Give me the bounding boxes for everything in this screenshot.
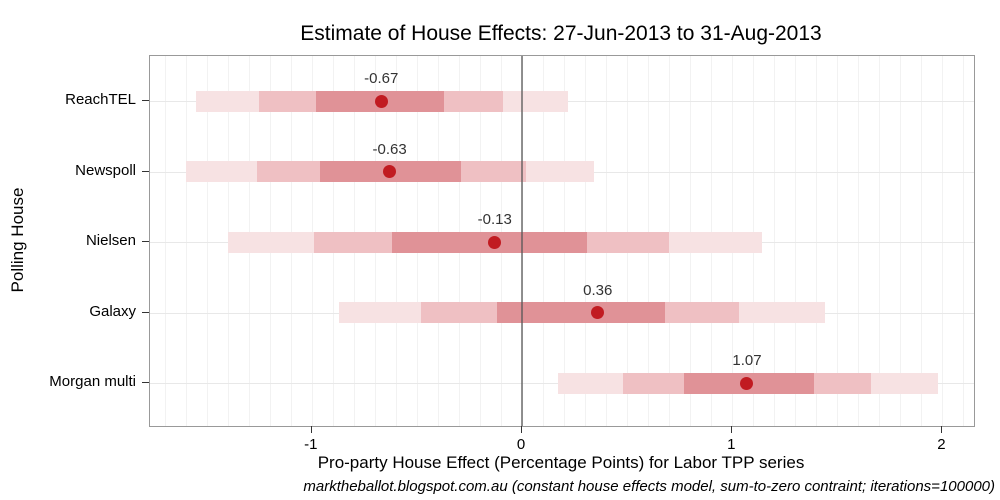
y-tick-label: Galaxy <box>89 302 136 320</box>
estimate-dot <box>740 376 754 390</box>
x-tick-mark <box>941 426 943 433</box>
y-tick-mark <box>142 311 149 313</box>
estimate-dot <box>488 235 502 249</box>
x-tick-label: 1 <box>727 436 736 453</box>
estimate-label: -0.13 <box>477 211 512 228</box>
y-tick-mark <box>142 382 149 383</box>
zero-reference-line <box>521 56 524 426</box>
y-tick-label: ReachTEL <box>65 91 136 108</box>
y-tick-label: Nielsen <box>85 232 136 249</box>
estimate-dot <box>383 165 397 178</box>
chart-title: Estimate of House Effects: 27-Jun-2013 t… <box>300 22 822 45</box>
x-tick-label: 0 <box>516 436 526 453</box>
x-tick-mark <box>310 426 312 433</box>
vertical-gridline <box>816 56 818 426</box>
x-tick-label: 2 <box>937 436 946 453</box>
y-tick-label: Morgan multi <box>49 373 136 390</box>
interval-band-inner <box>496 302 665 323</box>
chart-caption: marktheballot.blogspot.com.au (constant … <box>303 478 995 495</box>
vertical-gridline <box>164 56 166 426</box>
vertical-gridline <box>879 56 881 426</box>
estimate-label: 0.36 <box>583 281 613 299</box>
vertical-gridline <box>942 56 944 426</box>
estimate-dot <box>591 306 605 319</box>
vertical-gridline <box>837 56 839 426</box>
vertical-gridline <box>963 56 965 426</box>
estimate-label: -0.63 <box>372 140 407 158</box>
vertical-gridline <box>795 56 797 426</box>
vertical-gridline <box>774 56 776 426</box>
x-tick-mark <box>521 426 523 433</box>
estimate-dot <box>374 94 388 108</box>
x-tick-label: -1 <box>304 436 318 453</box>
y-tick-label: Newspoll <box>75 161 136 179</box>
estimate-label: -0.67 <box>364 70 399 87</box>
vertical-gridline <box>185 56 187 426</box>
vertical-gridline <box>858 56 860 426</box>
x-tick-mark <box>731 426 733 433</box>
y-tick-mark <box>142 241 149 242</box>
vertical-gridline <box>206 56 208 426</box>
y-tick-mark <box>142 170 149 172</box>
vertical-gridline <box>921 56 923 426</box>
plot-panel: -0.67 -0.63 -0.13 0.36 1.07 <box>149 55 975 427</box>
x-axis-title: Pro-party House Effect (Percentage Point… <box>317 453 805 472</box>
estimate-label: 1.07 <box>732 352 762 369</box>
vertical-gridline <box>900 56 902 426</box>
y-tick-mark <box>142 100 149 101</box>
